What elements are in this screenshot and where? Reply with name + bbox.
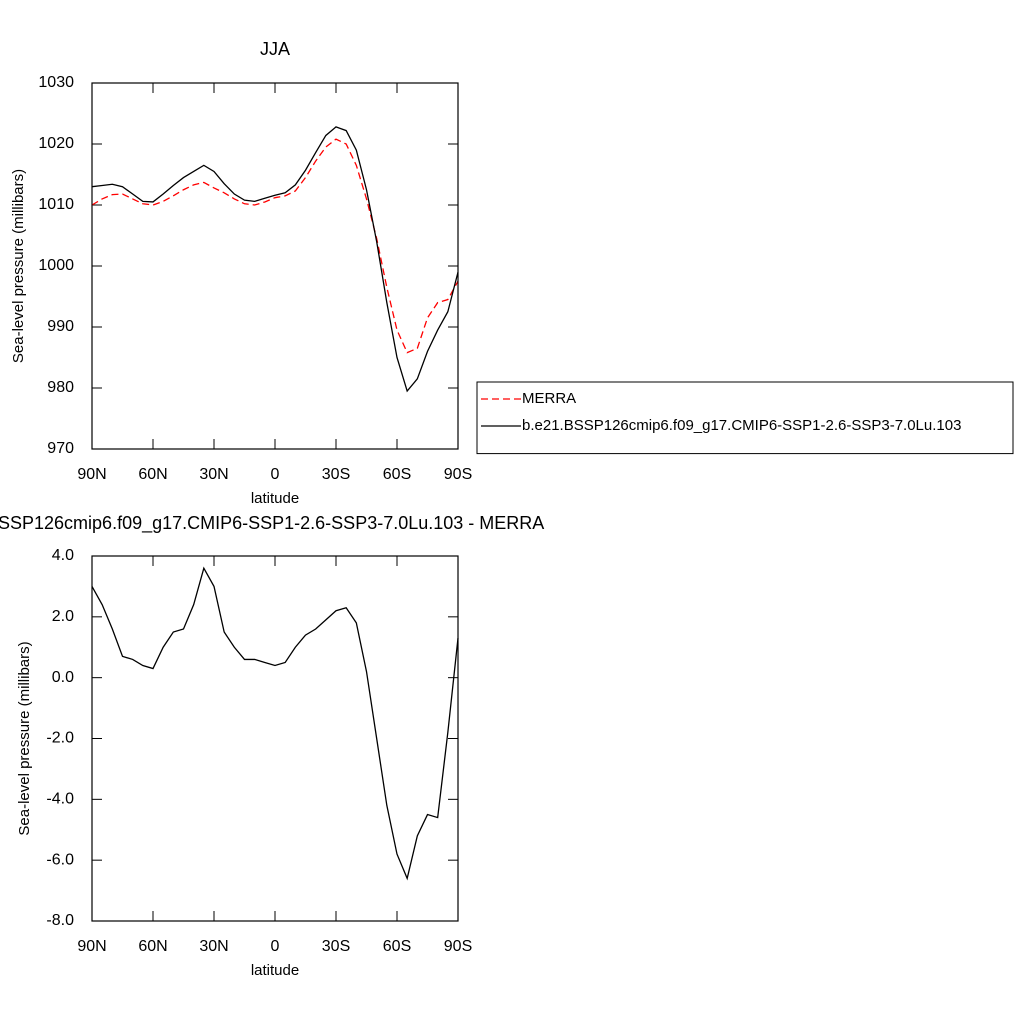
y-tick-label: 2.0 — [52, 608, 74, 625]
x-tick-label: 30N — [199, 938, 228, 955]
data-line — [91, 566, 459, 881]
chart-title: SSP126cmip6.f09_g17.CMIP6-SSP1-2.6-SSP3-… — [0, 513, 544, 534]
y-axis-label: Sea-level pressure (millibars) — [10, 169, 27, 363]
x-tick-label: 90N — [77, 938, 106, 955]
x-tick-label: 90S — [444, 938, 472, 955]
plot-frame — [91, 555, 459, 922]
x-tick-label: 30N — [199, 466, 228, 483]
y-tick-label: -4.0 — [46, 791, 74, 808]
x-axis-label: latitude — [251, 962, 299, 979]
y-tick-label: 970 — [47, 440, 74, 457]
x-tick-label: 90S — [444, 466, 472, 483]
x-tick-label: 0 — [271, 938, 280, 955]
y-tick-label: 980 — [47, 379, 74, 396]
legend-label: b.e21.BSSP126cmip6.f09_g17.CMIP6-SSP1-2.… — [522, 417, 961, 434]
data-line — [91, 126, 459, 393]
y-tick-label: 4.0 — [52, 547, 74, 564]
y-tick-label: -8.0 — [46, 912, 74, 929]
x-axis-label: latitude — [251, 490, 299, 507]
x-tick-label: 60S — [383, 466, 411, 483]
y-tick-label: -6.0 — [46, 851, 74, 868]
x-tick-label: 60N — [138, 466, 167, 483]
y-tick-label: 0.0 — [52, 669, 74, 686]
y-tick-label: 1020 — [38, 135, 74, 152]
x-tick-label: 60N — [138, 938, 167, 955]
chart-title: JJA — [260, 39, 290, 59]
x-tick-label: 90N — [77, 466, 106, 483]
x-tick-label: 30S — [322, 466, 350, 483]
x-tick-label: 0 — [271, 466, 280, 483]
plot-frame — [91, 82, 459, 450]
x-tick-label: 30S — [322, 938, 350, 955]
y-tick-label: -2.0 — [46, 730, 74, 747]
legend-box — [476, 381, 1014, 455]
y-tick-label: 1030 — [38, 74, 74, 91]
y-axis-label: Sea-level pressure (millibars) — [16, 641, 33, 835]
y-tick-label: 1000 — [38, 257, 74, 274]
y-tick-label: 990 — [47, 318, 74, 335]
data-line — [91, 138, 459, 354]
x-tick-label: 60S — [383, 938, 411, 955]
y-tick-label: 1010 — [38, 196, 74, 213]
legend-label: MERRA — [522, 390, 576, 407]
